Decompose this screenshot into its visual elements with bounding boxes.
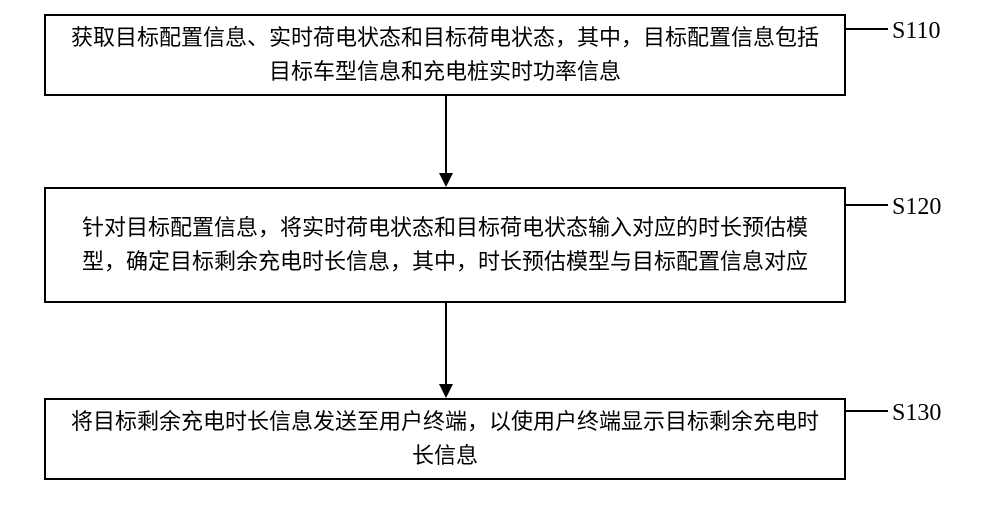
flow-node-label-n1: S110	[892, 18, 940, 45]
flow-node-n1: 获取目标配置信息、实时荷电状态和目标荷电状态，其中，目标配置信息包括目标车型信息…	[44, 14, 846, 96]
label-connector	[846, 28, 888, 30]
flowchart-canvas: 获取目标配置信息、实时荷电状态和目标荷电状态，其中，目标配置信息包括目标车型信息…	[0, 0, 1000, 516]
edge-line	[445, 96, 447, 173]
edge-line	[445, 303, 447, 384]
flow-node-n3: 将目标剩余充电时长信息发送至用户终端，以使用户终端显示目标剩余充电时长信息	[44, 398, 846, 480]
flow-node-text: 获取目标配置信息、实时荷电状态和目标荷电状态，其中，目标配置信息包括目标车型信息…	[66, 21, 824, 89]
flow-node-text: 针对目标配置信息，将实时荷电状态和目标荷电状态输入对应的时长预估模型，确定目标剩…	[66, 211, 824, 279]
edge-arrowhead	[439, 173, 453, 187]
label-connector	[846, 410, 888, 412]
flow-node-n2: 针对目标配置信息，将实时荷电状态和目标荷电状态输入对应的时长预估模型，确定目标剩…	[44, 187, 846, 303]
edge-arrowhead	[439, 384, 453, 398]
label-connector	[846, 204, 888, 206]
flow-node-label-n2: S120	[892, 194, 941, 221]
flow-node-label-n3: S130	[892, 400, 941, 427]
flow-node-text: 将目标剩余充电时长信息发送至用户终端，以使用户终端显示目标剩余充电时长信息	[66, 405, 824, 473]
